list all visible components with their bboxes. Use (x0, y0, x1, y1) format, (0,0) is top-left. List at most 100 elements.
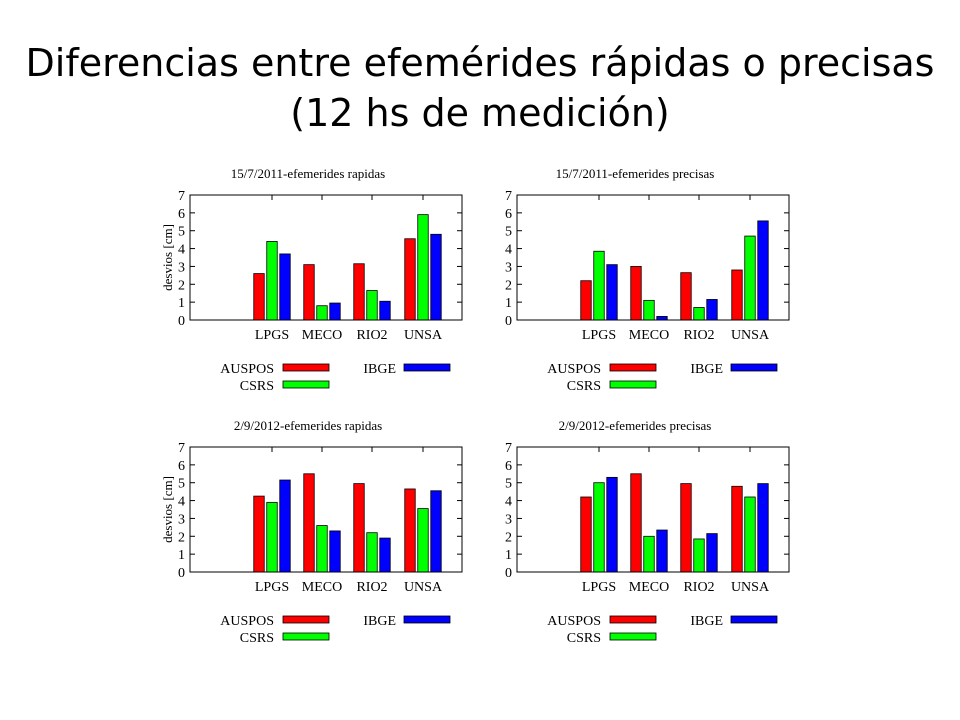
bar-csrs-lpgs (593, 482, 605, 573)
y-tick-label: 1 (505, 548, 512, 563)
x-tick-label: LPGS (255, 328, 289, 343)
legend-label-ibge: IBGE (363, 362, 396, 377)
y-tick-label: 2 (505, 530, 512, 545)
bar-ibge-unsa (430, 490, 442, 573)
legend-label-auspos: AUSPOS (547, 362, 601, 377)
legend-label-ibge: IBGE (690, 614, 723, 629)
y-tick-label: 7 (178, 189, 185, 204)
chart-title: 2/9/2012-efemerides rapidas (234, 418, 382, 433)
legend-swatch-csrs (609, 380, 657, 389)
bar-auspos-lpgs (580, 280, 592, 321)
chart-rapidas-2012: 2/9/2012-efemerides rapidas desvios [cm] 0… (150, 410, 470, 650)
chart-title: 15/7/2011-efemerides rapidas (231, 166, 385, 181)
slide-title-line2: (12 hs de medición) (290, 91, 670, 135)
y-axis-label: desvios [cm] (160, 476, 175, 543)
y-tick-label: 2 (178, 278, 185, 293)
bar-auspos-rio2 (353, 483, 365, 573)
y-tick-label: 7 (505, 441, 512, 456)
x-tick-label: UNSA (731, 580, 770, 595)
y-tick-label: 2 (505, 278, 512, 293)
legend-swatch-ibge (730, 615, 778, 624)
y-tick-label: 7 (505, 189, 512, 204)
bar-ibge-rio2 (706, 299, 718, 321)
bar-csrs-rio2 (693, 538, 705, 573)
y-tick-label: 6 (505, 207, 512, 222)
bar-auspos-meco (630, 266, 642, 321)
y-tick-label: 4 (505, 243, 512, 258)
chart-precisas-2011: 15/7/2011-efemerides precisas 0 1 2 3 4 5 6 7 LPG… (477, 158, 797, 398)
bar-csrs-unsa (417, 508, 429, 573)
y-tick-label: 3 (505, 512, 512, 527)
bar-auspos-meco (303, 264, 315, 321)
bar-ibge-meco (329, 530, 341, 573)
x-tick-label: UNSA (731, 328, 770, 343)
y-tick-label: 6 (178, 459, 185, 474)
legend-swatch-ibge (403, 363, 451, 372)
y-tick-label: 1 (505, 296, 512, 311)
plot-frame (516, 446, 790, 573)
bar-auspos-rio2 (680, 483, 692, 573)
bar-ibge-rio2 (379, 537, 391, 573)
bar-auspos-meco (303, 473, 315, 573)
y-tick-label: 5 (505, 225, 512, 240)
bar-ibge-rio2 (706, 533, 718, 573)
x-tick-label: MECO (629, 328, 669, 343)
x-tick-label: LPGS (582, 328, 616, 343)
bar-csrs-rio2 (366, 532, 378, 573)
y-tick-label: 2 (178, 530, 185, 545)
legend-swatch-csrs (282, 380, 330, 389)
bar-csrs-rio2 (366, 290, 378, 321)
bar-csrs-lpgs (593, 250, 605, 321)
bar-ibge-lpgs (279, 479, 291, 573)
bar-ibge-unsa (757, 220, 769, 321)
slide-title-line1: Diferencias entre efemérides rápidas o p… (25, 41, 935, 85)
bar-csrs-meco (316, 305, 328, 321)
legend-label-csrs: CSRS (567, 631, 601, 646)
bar-auspos-meco (630, 473, 642, 573)
y-tick-label: 5 (178, 477, 185, 492)
legend-swatch-auspos (609, 615, 657, 624)
bar-ibge-lpgs (606, 476, 618, 573)
y-tick-label: 3 (178, 260, 185, 275)
y-tick-label: 7 (178, 441, 185, 456)
bar-csrs-meco (643, 299, 655, 321)
legend-swatch-csrs (609, 632, 657, 641)
bar-ibge-unsa (430, 233, 442, 321)
bar-auspos-lpgs (253, 273, 265, 321)
chart-svg: 15/7/2011-efemerides precisas 0 1 2 3 4 5 6 7 LPG… (505, 166, 790, 394)
bar-auspos-unsa (404, 238, 416, 321)
bar-auspos-unsa (731, 485, 743, 573)
y-tick-label: 0 (178, 566, 185, 581)
y-axis-label: desvios [cm] (160, 224, 175, 291)
bar-ibge-unsa (757, 483, 769, 573)
y-tick-label: 1 (178, 548, 185, 563)
bar-ibge-meco (656, 529, 668, 573)
chart-precisas-2012: 2/9/2012-efemerides precisas 0 1 2 3 4 5 6 7 LPGS… (477, 410, 797, 650)
x-tick-label: RIO2 (683, 328, 714, 343)
bar-ibge-lpgs (606, 264, 618, 321)
bar-csrs-lpgs (266, 501, 278, 573)
bar-auspos-lpgs (580, 496, 592, 573)
chart-svg: 2/9/2012-efemerides precisas 0 1 2 3 4 5 6 7 LPGS… (505, 418, 790, 646)
bar-csrs-unsa (417, 214, 429, 321)
plot-frame (516, 194, 790, 321)
y-tick-label: 6 (178, 207, 185, 222)
chart-svg: 15/7/2011-efemerides rapidas desvios [cm]… (160, 166, 463, 394)
legend-label-auspos: AUSPOS (220, 362, 274, 377)
x-tick-label: RIO2 (356, 580, 387, 595)
y-tick-label: 3 (505, 260, 512, 275)
bar-csrs-rio2 (693, 307, 705, 321)
y-tick-label: 6 (505, 459, 512, 474)
bar-ibge-meco (329, 302, 341, 321)
chart-svg: 2/9/2012-efemerides rapidas desvios [cm] 0… (160, 418, 463, 646)
legend-swatch-auspos (609, 363, 657, 372)
bar-ibge-meco (656, 316, 668, 321)
bar-csrs-unsa (744, 496, 756, 573)
plot-frame (189, 194, 463, 321)
bar-csrs-meco (316, 525, 328, 573)
legend-swatch-ibge (730, 363, 778, 372)
bar-csrs-meco (643, 535, 655, 573)
legend-label-csrs: CSRS (567, 379, 601, 394)
y-tick-label: 5 (505, 477, 512, 492)
chart-rapidas-2011: 15/7/2011-efemerides rapidas desvios [cm]… (150, 158, 470, 398)
